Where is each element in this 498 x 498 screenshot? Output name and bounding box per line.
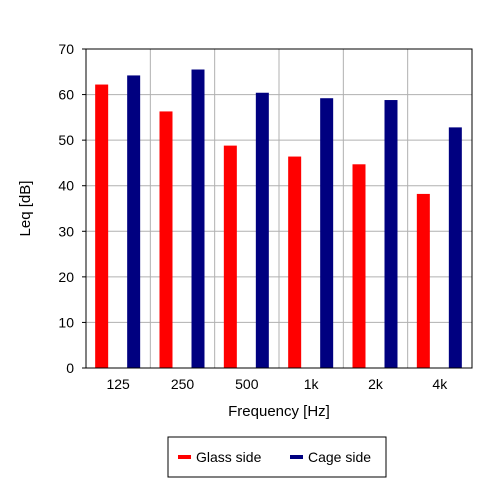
y-tick-label: 60 [58,87,74,103]
x-tick-label: 250 [171,376,195,392]
y-tick-label: 0 [66,360,74,376]
bar-glass-side-125 [95,84,109,368]
y-tick-label: 10 [58,314,74,330]
y-tick-label: 20 [58,269,74,285]
y-tick-label: 40 [58,178,74,194]
plot-area-frame [85,48,473,369]
bar-glass-side-250 [159,111,173,368]
y-tick-label: 70 [58,41,74,57]
x-tick-label: 125 [106,376,130,392]
bar-glass-side-4k [416,193,430,368]
bar-cage-side-4k [448,127,462,368]
legend-label: Cage side [308,449,371,465]
y-axis-title: Leq [dB] [17,181,34,237]
y-tick-label: 30 [58,223,74,239]
legend-label: Glass side [196,449,262,465]
x-axis-title: Frequency [Hz] [228,403,330,420]
x-tick-label: 1k [304,376,320,392]
legend: Glass side Cage side [167,436,387,478]
bar-cage-side-500 [255,92,269,369]
bar-cage-side-2k [384,100,398,368]
bar-glass-side-1k [288,156,302,368]
legend-box [167,436,387,478]
x-tick-label: 4k [432,376,448,392]
x-tick-labels: 125 250 500 1k 2k 4k [106,376,448,392]
x-tick-label: 2k [368,376,384,392]
bar-cage-side-250 [191,69,205,368]
bar-glass-side-2k [352,164,366,368]
grid-lines [86,48,472,369]
y-tick-labels: 0 10 20 30 40 50 60 70 [58,41,86,376]
bars [95,69,462,369]
x-tick-label: 500 [235,376,259,392]
y-tick-label: 50 [58,132,74,148]
bar-cage-side-1k [320,98,334,369]
bar-glass-side-500 [223,145,237,368]
bar-cage-side-125 [127,75,141,368]
